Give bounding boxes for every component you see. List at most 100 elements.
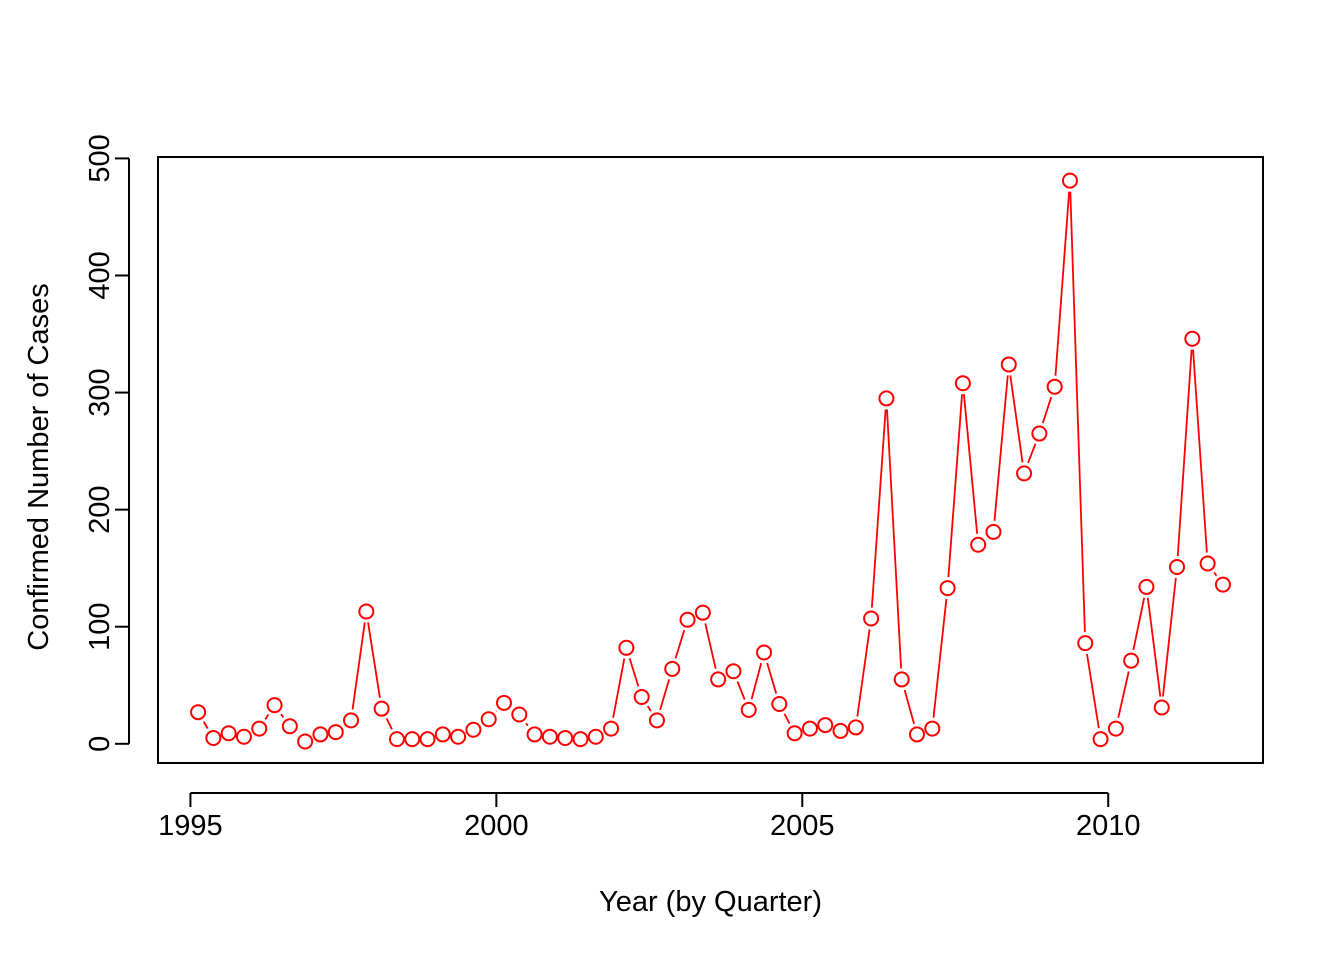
data-point [725, 663, 742, 680]
y-tick-label: 200 [84, 485, 116, 533]
data-point [648, 712, 665, 729]
data-point [1169, 559, 1186, 576]
series-segment [903, 689, 915, 725]
series-segment [1009, 375, 1024, 463]
data-point [801, 720, 818, 737]
data-point [786, 725, 803, 742]
data-point [450, 728, 467, 745]
series-segment [1146, 597, 1162, 697]
series-segment [674, 629, 686, 659]
series-segment [525, 722, 529, 727]
data-point [511, 706, 528, 723]
series-group [190, 172, 1231, 750]
data-point [633, 688, 650, 705]
x-tick-label: 2000 [464, 810, 529, 842]
series-segment [1027, 443, 1037, 464]
data-point [235, 728, 252, 745]
data-point [205, 729, 222, 746]
data-point [251, 720, 268, 737]
data-point [220, 725, 237, 742]
data-point [404, 731, 421, 748]
series-segment [1176, 349, 1193, 557]
data-point [939, 580, 956, 597]
series-segment [1069, 191, 1086, 633]
series-segment [659, 679, 670, 711]
series-segment [385, 718, 393, 730]
data-point [847, 719, 864, 736]
series-segment [886, 409, 903, 669]
data-point [281, 718, 298, 735]
x-tick-label: 2010 [1076, 810, 1141, 842]
data-point [1061, 172, 1078, 189]
data-point [1092, 731, 1109, 748]
data-point [266, 697, 283, 714]
y-tick-label: 100 [84, 603, 116, 651]
series-segment [280, 713, 285, 718]
data-point [1000, 356, 1017, 373]
series-segment [264, 713, 270, 720]
y-axis-label: Confirmed Number of Cases [23, 283, 55, 650]
y-tick-label: 300 [84, 368, 116, 416]
series-segment [612, 658, 626, 718]
series-segment [1041, 396, 1053, 424]
series-segment [351, 622, 366, 710]
data-point [664, 660, 681, 677]
data-point [327, 724, 344, 741]
data-point [434, 726, 451, 743]
series-segment [736, 681, 746, 700]
data-point [1046, 378, 1063, 395]
series-segment [963, 394, 979, 534]
data-point [557, 729, 574, 746]
data-point [771, 695, 788, 712]
data-point [618, 639, 635, 656]
data-point [603, 720, 620, 737]
series-segment [932, 598, 948, 718]
data-point [1214, 576, 1231, 593]
series-segment [628, 658, 640, 687]
data-point [863, 610, 880, 627]
series-segment [783, 713, 791, 724]
data-point [465, 721, 482, 738]
series-segment [1086, 653, 1100, 729]
data-point [985, 523, 1002, 540]
x-tick-label: 1995 [158, 810, 223, 842]
series-segment [1213, 571, 1218, 577]
data-point [954, 375, 971, 392]
data-point [1031, 425, 1048, 442]
series-segment [1117, 671, 1130, 719]
series-segment [993, 375, 1009, 522]
data-point [373, 700, 390, 717]
data-point [1077, 635, 1094, 652]
data-point [1016, 465, 1033, 482]
data-point [190, 704, 207, 721]
data-point [832, 722, 849, 739]
data-point [541, 728, 558, 745]
series-segment [1162, 577, 1177, 697]
y-tick-label: 0 [84, 736, 116, 752]
data-point [496, 694, 513, 711]
axes: 1995 2000 2005 2010 0 100 200 300 400 500 [84, 134, 1140, 842]
data-point [817, 717, 834, 734]
data-point [970, 536, 987, 553]
data-point [893, 671, 910, 688]
data-point [358, 603, 375, 620]
data-point [1123, 652, 1140, 669]
data-point [1184, 330, 1201, 347]
series-segment [202, 721, 209, 729]
data-point [908, 726, 925, 743]
data-point [740, 701, 757, 718]
y-tick-label: 400 [84, 251, 116, 299]
series-segment [870, 409, 887, 608]
data-point [1199, 555, 1216, 572]
data-point [480, 711, 497, 728]
series-segment [856, 629, 871, 717]
data-point [388, 731, 405, 748]
data-point [1138, 578, 1155, 595]
series-segment [646, 705, 652, 712]
series-segment [1054, 191, 1071, 376]
x-axis-label: Year (by Quarter) [599, 886, 822, 918]
data-point [572, 731, 589, 748]
data-point [526, 726, 543, 743]
